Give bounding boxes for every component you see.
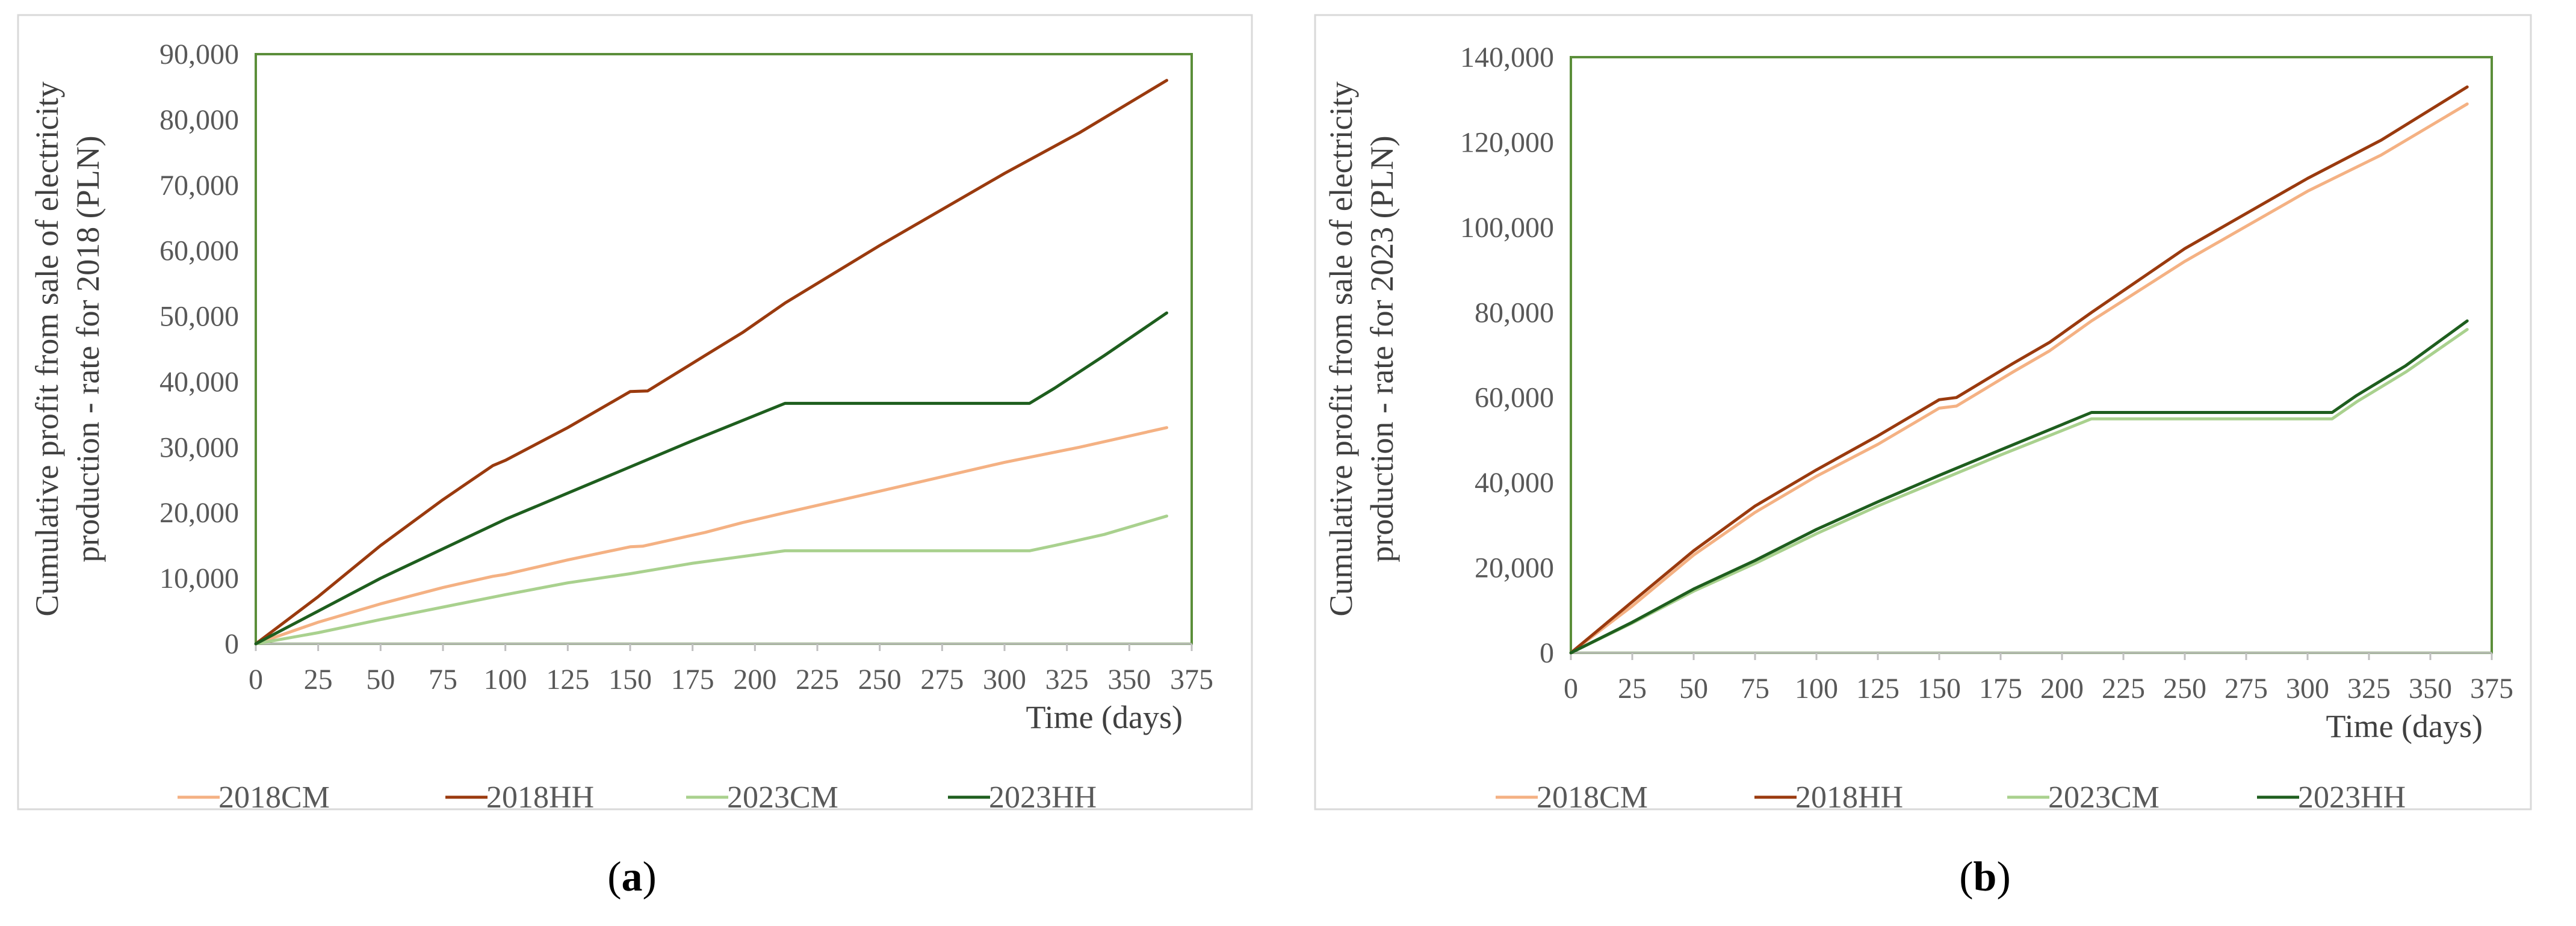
x-tick-label: 300: [983, 664, 1026, 696]
chart-frame: [17, 14, 1253, 810]
x-tick-label: 175: [671, 664, 714, 696]
x-tick-label: 75: [429, 664, 457, 696]
x-tick-label: 350: [1107, 664, 1151, 696]
y-tick-label: 80,000: [1475, 297, 1554, 329]
y-axis-title-line-1: Cumulative profit from sale of electrici…: [29, 81, 65, 616]
series-line-2023hh: [1569, 319, 2469, 655]
y-tick-label: 20,000: [1475, 552, 1554, 584]
x-tick-label: 350: [2409, 673, 2452, 705]
y-tick-label: 70,000: [159, 170, 239, 202]
legend-label-2023hh: 2023HH: [989, 780, 1097, 815]
y-axis-title-line-2: production - rate for 2023 (PLN): [1364, 135, 1400, 562]
caption-a: (a): [607, 854, 657, 900]
legend-label-2023cm: 2023CM: [2048, 780, 2160, 815]
legend-label-2018cm: 2018CM: [1537, 780, 1648, 815]
y-tick-label: 140,000: [1460, 42, 1554, 73]
x-axis-title: Time (days): [2326, 708, 2483, 744]
x-tick-label: 100: [484, 664, 527, 696]
x-tick-label: 275: [2225, 673, 2268, 705]
series-line-2023cm: [254, 514, 1168, 646]
y-tick-label: 20,000: [159, 497, 239, 529]
legend-label-2023cm: 2023CM: [727, 780, 838, 815]
chart-a-svg: 0 10,000 20,000 30,000 40,000 50,000 60,000 70,…: [17, 14, 1253, 815]
y-tick-label: 60,000: [1475, 382, 1554, 414]
x-tick-label: 125: [1856, 673, 1899, 705]
x-tick-label: 375: [2470, 673, 2513, 705]
series-line-2018cm: [1569, 102, 2469, 655]
legend-label-2018hh: 2018HH: [486, 780, 594, 815]
chart-b-svg: 0 20,000 40,000 60,000 80,000 100,000 120,000 1…: [1314, 14, 2532, 815]
x-tick-label: 175: [1979, 673, 2022, 705]
y-axis-title: Cumulative profit from sale of electrici…: [29, 81, 106, 616]
y-tick-label: 120,000: [1460, 126, 1554, 158]
x-tick-label: 0: [249, 664, 263, 696]
x-tick-label: 325: [2347, 673, 2391, 705]
y-tick-label: 40,000: [159, 366, 239, 398]
x-tick-label: 225: [2102, 673, 2145, 705]
x-tick-label: 150: [608, 664, 652, 696]
y-tick-label: 0: [1540, 637, 1554, 669]
chart-panel-b: 0 20,000 40,000 60,000 80,000 100,000 120,000 1…: [1288, 0, 2576, 926]
chart-panel-a: 0 10,000 20,000 30,000 40,000 50,000 60,000 70,…: [17, 14, 1253, 900]
caption-b: (b): [1959, 854, 2011, 900]
x-tick-label: 50: [366, 664, 395, 696]
y-tick-label: 40,000: [1475, 467, 1554, 499]
series-line-2018hh: [1569, 85, 2469, 655]
y-tick-label: 90,000: [159, 39, 239, 70]
x-tick-label: 375: [1170, 664, 1213, 696]
y-tick-label: 60,000: [159, 235, 239, 267]
y-axis-title-line-2: production - rate for 2018 (PLN): [70, 135, 106, 562]
x-tick-label: 250: [2163, 673, 2206, 705]
series-line-2018cm: [254, 426, 1168, 646]
x-tick-label: 75: [1741, 673, 1769, 705]
x-tick-label: 300: [2286, 673, 2329, 705]
x-axis-title: Time (days): [1026, 699, 1183, 735]
series-line-2023cm: [1569, 328, 2469, 655]
x-tick-label: 250: [858, 664, 902, 696]
y-tick-label: 100,000: [1460, 212, 1554, 244]
x-tick-label: 200: [2040, 673, 2084, 705]
x-tick-label: 275: [920, 664, 964, 696]
legend-label-2018cm: 2018CM: [218, 780, 330, 815]
x-tick-label: 325: [1045, 664, 1089, 696]
x-tick-label: 225: [796, 664, 839, 696]
x-tick-label: 25: [304, 664, 333, 696]
y-tick-label: 50,000: [159, 301, 239, 333]
y-axis-title: Cumulative profit from sale of electrici…: [1323, 81, 1400, 616]
series-line-2023hh: [254, 311, 1168, 646]
y-axis-title-line-1: Cumulative profit from sale of electrici…: [1323, 81, 1359, 616]
y-tick-label: 10,000: [159, 563, 239, 594]
y-tick-label: 30,000: [159, 431, 239, 463]
x-tick-label: 200: [733, 664, 776, 696]
x-tick-label: 50: [1679, 673, 1708, 705]
x-tick-label: 25: [1618, 673, 1647, 705]
caption-b-letter: b: [1973, 854, 1997, 900]
legend-label-2023hh: 2023HH: [2298, 780, 2406, 815]
series-line-2018hh: [254, 79, 1168, 646]
legend-label-2018hh: 2018HH: [1795, 780, 1903, 815]
caption-a-letter: a: [621, 854, 643, 900]
x-tick-label: 150: [1918, 673, 1961, 705]
y-tick-label: 80,000: [159, 104, 239, 136]
x-tick-label: 0: [1564, 673, 1578, 705]
x-tick-label: 125: [546, 664, 589, 696]
x-tick-label: 100: [1795, 673, 1838, 705]
y-tick-label: 0: [224, 628, 239, 660]
